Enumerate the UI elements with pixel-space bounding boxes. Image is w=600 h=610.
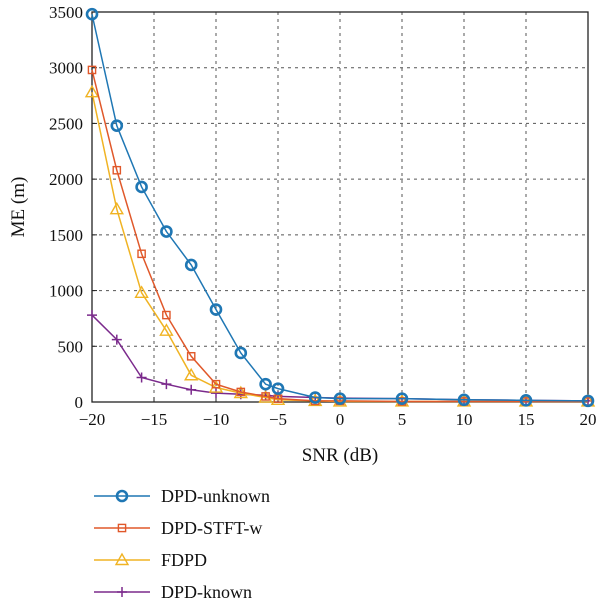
data-point-square [261, 392, 270, 401]
data-point-square [87, 65, 97, 75]
legend-label: DPD-known [161, 582, 252, 602]
y-tick-label: 500 [58, 337, 84, 356]
y-tick-label: 2500 [49, 114, 83, 133]
data-point-circle [184, 258, 198, 272]
data-point-square [273, 394, 283, 403]
legend-item-fdpd: FDPD [94, 550, 207, 570]
data-point-square [137, 249, 146, 259]
series-dpd-unknown [85, 7, 595, 408]
x-tick-label: 10 [456, 410, 473, 429]
data-point-square [117, 523, 127, 533]
x-tick-label: 15 [518, 410, 535, 429]
data-point-circle [115, 489, 129, 503]
data-point-circle [234, 346, 248, 360]
data-point-circle [333, 392, 347, 405]
x-tick-label: −15 [141, 410, 168, 429]
legend-label: FDPD [161, 550, 207, 570]
y-tick-label: 2000 [49, 170, 83, 189]
y-tick-label: 1500 [49, 226, 83, 245]
data-point-triangle [183, 367, 199, 381]
data-point-circle [135, 180, 148, 194]
data-point-triangle [114, 552, 130, 566]
legend-label: DPD-unknown [161, 486, 270, 506]
data-point-circle [209, 303, 223, 316]
data-point-plus [117, 587, 127, 597]
legend-label: DPD-STFT-w [161, 518, 262, 538]
legend-item-dpd-known: DPD-known [94, 582, 252, 602]
y-tick-label: 0 [75, 393, 84, 412]
data-point-circle [85, 7, 99, 21]
data-point-plus [211, 388, 221, 399]
x-tick-label: −20 [79, 410, 106, 429]
data-point-circle [160, 225, 173, 238]
data-point-plus [111, 334, 122, 345]
axis-ticks: −20 −15 −10 −5 0 5 10 15 20 0 500 1000 1500 2000 2500 3… [49, 3, 597, 429]
series-line [91, 69, 588, 403]
legend: DPD-unknown DPD-STFT-w FDPD DPD-known [94, 486, 270, 602]
x-tick-label: −5 [269, 410, 287, 429]
grid-lines [92, 12, 588, 402]
data-point-triangle [84, 84, 100, 98]
data-point-plus [161, 379, 172, 390]
x-tick-label: 20 [580, 410, 597, 429]
y-tick-label: 3500 [49, 3, 83, 22]
data-point-square [211, 379, 221, 389]
y-axis-label: ME (m) [8, 177, 29, 238]
series-layer [84, 7, 596, 408]
data-point-circle [259, 377, 272, 391]
data-point-circle [271, 382, 285, 395]
x-tick-label: 5 [398, 410, 407, 429]
y-tick-label: 3000 [49, 59, 83, 78]
data-point-plus [136, 372, 147, 383]
series-line [91, 14, 589, 402]
data-point-square [236, 387, 246, 397]
data-point-circle [519, 394, 533, 407]
x-tick-label: 0 [336, 410, 345, 429]
data-point-triangle [109, 201, 125, 215]
data-point-triangle [159, 323, 174, 336]
data-point-circle [395, 392, 409, 405]
data-point-triangle [134, 285, 149, 298]
data-point-circle [457, 393, 471, 407]
y-tick-label: 1000 [49, 282, 83, 301]
legend-item-dpd-stft-w: DPD-STFT-w [94, 518, 262, 538]
data-point-circle [581, 394, 595, 408]
x-axis-label: SNR (dB) [302, 445, 379, 466]
data-point-circle [308, 391, 322, 404]
x-tick-label: −10 [203, 410, 230, 429]
data-point-square [186, 352, 196, 361]
data-point-square [162, 310, 171, 320]
legend-item-dpd-unknown: DPD-unknown [94, 486, 270, 506]
data-point-plus [186, 384, 197, 395]
data-point-circle [110, 119, 124, 132]
data-point-square [112, 165, 122, 175]
data-point-plus [87, 310, 97, 321]
